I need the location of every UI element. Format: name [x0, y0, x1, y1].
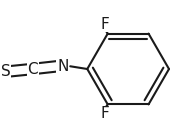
Text: C: C — [27, 62, 38, 76]
Text: S: S — [1, 64, 10, 79]
Text: N: N — [57, 59, 68, 74]
Text: F: F — [101, 17, 109, 32]
Text: F: F — [101, 106, 109, 121]
